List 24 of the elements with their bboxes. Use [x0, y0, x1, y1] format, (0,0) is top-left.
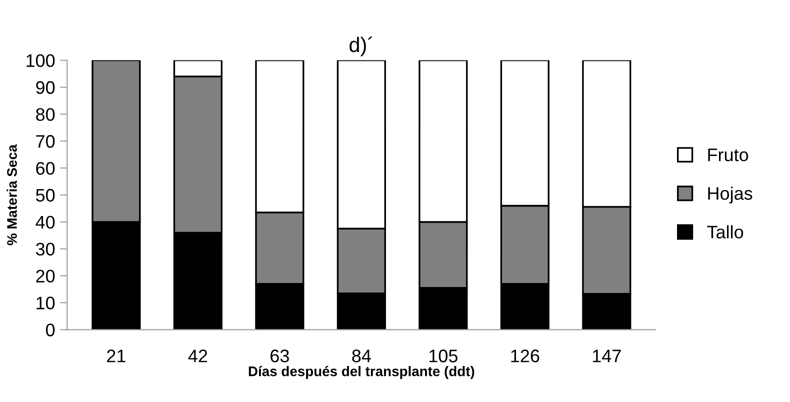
x-tick-label: 63 — [270, 350, 289, 362]
y-tick-label: 90 — [36, 81, 55, 94]
x-tick-label: 21 — [107, 350, 126, 362]
y-tick-label: 70 — [36, 135, 55, 148]
x-tick-label: 42 — [188, 350, 208, 362]
y-tick-label: 20 — [36, 270, 55, 282]
chart-title: d)´ — [350, 36, 372, 56]
legend-label: Hojas — [708, 186, 752, 204]
y-tick-label: 60 — [36, 162, 55, 175]
legend-label: Fruto — [708, 148, 748, 162]
y-tick-label: 40 — [36, 216, 55, 229]
x-tick-label: 126 — [511, 350, 540, 362]
x-tick-label: 147 — [592, 350, 621, 362]
x-tick-label: 105 — [429, 350, 458, 362]
y-axis-title: % Materia Seca — [6, 144, 17, 246]
y-tick-label: 50 — [36, 188, 55, 202]
y-tick-label: 100 — [26, 54, 55, 68]
y-tick-label: 30 — [36, 242, 55, 256]
y-tick-label: 80 — [36, 108, 55, 121]
x-tick-label: 84 — [352, 350, 371, 362]
x-axis-title: Días después del transplante (ddt) — [248, 366, 474, 379]
y-tick-label: 10 — [36, 296, 55, 310]
legend-label: Tallo — [707, 225, 744, 238]
y-tick-label: 0 — [46, 324, 55, 336]
